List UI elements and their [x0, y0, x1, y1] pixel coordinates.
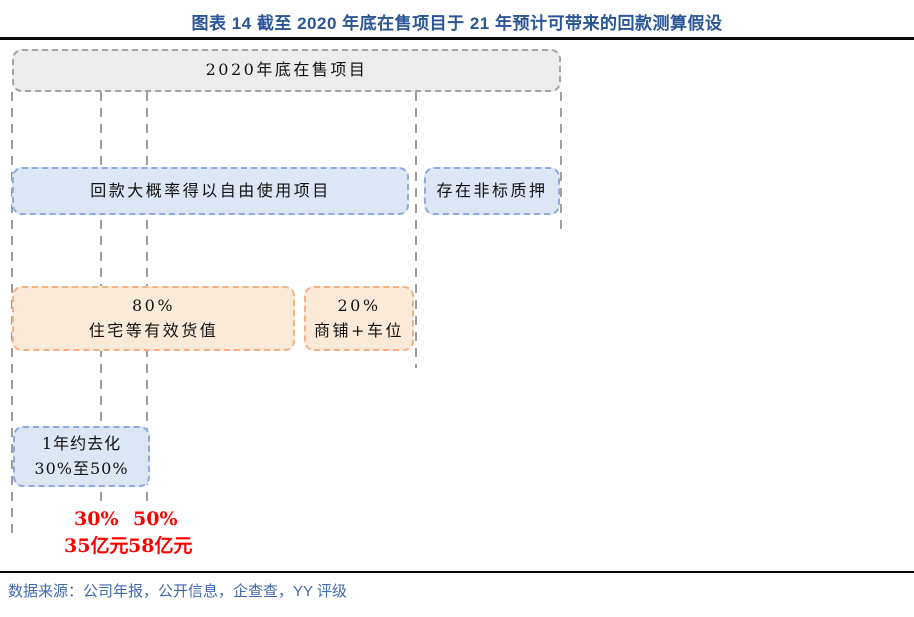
node-label-line2: 30%至50% [34, 458, 129, 478]
node-pct: 20% [337, 295, 381, 315]
guide-line-split [415, 92, 417, 368]
node-label: 商铺+车位 [314, 320, 404, 340]
node-shops-parking-20pct: 20% 商铺+车位 [304, 286, 414, 351]
node-residential-value-80pct: 80% 住宅等有效货值 [12, 286, 295, 351]
node-nonstandard-pledge: 存在非标质押 [424, 167, 560, 215]
result-high-pct: 50% [133, 508, 178, 530]
result-high-amount: 58亿元 [128, 535, 193, 557]
node-label: 2020年底在售项目 [205, 60, 368, 80]
data-source-note: 数据来源：公司年报，公开信息，企查查，YY 评级 [8, 583, 347, 600]
node-label: 住宅等有效货值 [88, 320, 219, 340]
node-annual-sellthrough: 1年约去化 30%至50% [13, 426, 150, 487]
node-label: 回款大概率得以自由使用项目 [90, 180, 331, 200]
node-freely-usable-collections: 回款大概率得以自由使用项目 [12, 167, 409, 215]
result-low-amount: 35亿元 [64, 535, 129, 557]
node-pct: 80% [131, 295, 176, 315]
top-rule [0, 37, 914, 40]
node-projects-on-sale-2020: 2020年底在售项目 [12, 49, 561, 92]
guide-line-right [560, 92, 562, 234]
figure-title: 图表 14 截至 2020 年底在售项目于 21 年预计可带来的回款测算假设 [191, 14, 723, 33]
bottom-rule [0, 571, 914, 573]
node-label-line1: 1年约去化 [41, 433, 122, 453]
result-low-pct: 30% [74, 508, 119, 530]
node-label: 存在非标质押 [436, 180, 548, 200]
